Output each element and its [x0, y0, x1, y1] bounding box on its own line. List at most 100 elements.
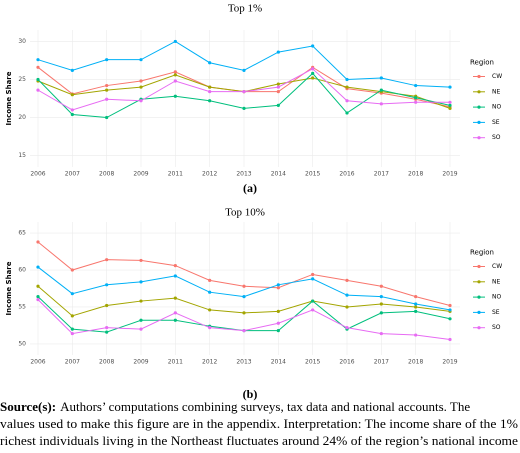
legend-label: NE [492, 278, 500, 285]
data-point [414, 96, 418, 100]
y-axis-title: Income Share [5, 71, 13, 125]
y-tick-label: 55 [18, 303, 26, 310]
data-point [105, 115, 109, 120]
x-tick-label: 2012 [202, 359, 217, 366]
x-tick-label: 2017 [374, 359, 389, 366]
data-point [311, 277, 315, 281]
legend-key [477, 326, 481, 330]
data-point [139, 280, 143, 284]
data-point [448, 337, 452, 342]
legend-label: SO [492, 324, 501, 331]
x-tick-label: 2008 [99, 171, 114, 178]
data-point [208, 99, 212, 103]
legend-key [477, 105, 481, 109]
data-point [70, 292, 74, 296]
legend-key [477, 74, 481, 79]
x-tick-label: 2018 [408, 171, 423, 178]
data-point [139, 58, 143, 62]
x-tick-label: 2007 [65, 171, 80, 178]
data-point [242, 329, 246, 333]
data-point [276, 283, 280, 287]
x-tick-label: 2014 [271, 171, 286, 178]
legend-label: CW [492, 263, 502, 270]
data-point [70, 68, 74, 72]
data-point [36, 295, 40, 299]
data-point [105, 283, 109, 287]
x-tick-label: 2015 [305, 359, 320, 366]
data-point [208, 61, 212, 65]
x-tick-label: 2016 [339, 171, 354, 178]
data-point [70, 268, 74, 272]
legend-key [477, 90, 481, 94]
data-point [139, 299, 143, 303]
data-point [36, 58, 40, 62]
x-tick-label: 2015 [305, 171, 320, 178]
legend-key [477, 120, 481, 124]
data-point [36, 88, 40, 92]
data-point [379, 295, 383, 299]
data-point [276, 82, 280, 86]
legend-label: CW [492, 73, 502, 80]
caption-line: richest individuals living in the Northe… [0, 433, 518, 448]
legend-key [477, 295, 481, 299]
data-point [311, 272, 315, 277]
legend-title: Region [470, 249, 494, 257]
data-point [379, 102, 383, 106]
data-point [276, 103, 280, 107]
legend-key [477, 136, 481, 140]
data-point [70, 108, 74, 112]
x-tick-label: 2018 [408, 359, 423, 366]
legend-label: SO [492, 134, 501, 141]
data-point [105, 330, 109, 334]
legend-label: SE [492, 119, 500, 126]
y-tick-label: 65 [18, 230, 26, 237]
data-point [173, 70, 177, 74]
data-point [276, 286, 280, 290]
data-point [345, 77, 349, 82]
data-point [379, 76, 383, 80]
data-point [311, 76, 315, 80]
legend-title: Region [470, 59, 494, 67]
x-tick-label: 2011 [168, 359, 183, 366]
panel-label: (a) [243, 181, 257, 195]
legend-label: NE [492, 88, 500, 95]
y-tick-label: 30 [18, 38, 26, 45]
data-point [276, 309, 280, 314]
x-tick-label: 2009 [133, 359, 148, 366]
data-point [276, 90, 280, 94]
data-point [105, 83, 109, 88]
x-tick-label: 2017 [374, 171, 389, 178]
data-point [242, 90, 246, 94]
data-point [448, 308, 452, 312]
legend-label: NO [492, 104, 501, 111]
data-point [414, 305, 418, 309]
chart-title: Top 1% [228, 3, 262, 15]
data-point [276, 50, 280, 54]
legend-label: NO [492, 294, 501, 301]
data-point [139, 327, 143, 331]
data-point [173, 274, 177, 278]
data-point [208, 90, 212, 94]
data-point [448, 100, 452, 104]
x-tick-label: 2019 [442, 171, 457, 178]
data-point [379, 88, 383, 92]
data-point [311, 71, 315, 75]
data-point [173, 318, 177, 322]
data-point [139, 85, 143, 89]
x-tick-label: 2011 [168, 171, 183, 178]
data-point [105, 258, 109, 262]
data-point [105, 303, 109, 308]
data-point [208, 85, 212, 89]
data-point [36, 297, 40, 302]
data-point [276, 321, 280, 325]
data-point [242, 295, 246, 299]
data-point [173, 73, 177, 77]
data-point [70, 314, 74, 318]
data-point [345, 326, 349, 330]
data-point [139, 79, 143, 83]
data-point [414, 333, 418, 337]
data-point [139, 99, 143, 103]
data-point [448, 106, 452, 110]
data-point [311, 299, 315, 303]
